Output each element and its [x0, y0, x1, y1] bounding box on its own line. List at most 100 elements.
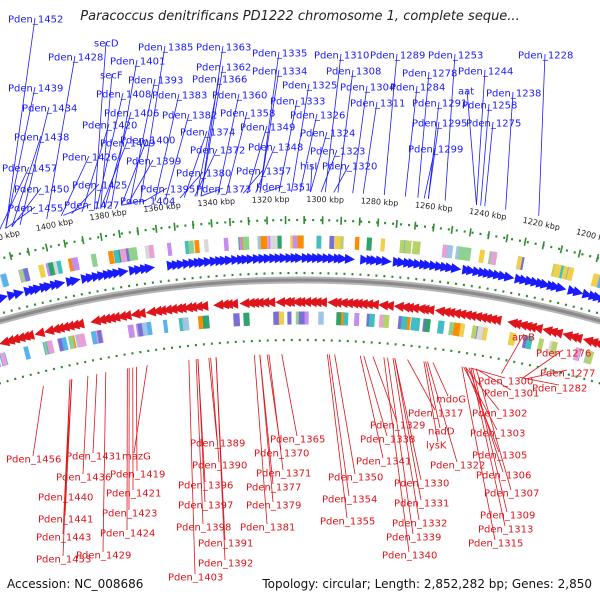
cog-block	[46, 340, 55, 355]
forward-gene-arrow	[241, 254, 252, 265]
reverse-gene-arrow	[393, 301, 405, 312]
forward-gene-label: Pden_1228	[518, 50, 573, 61]
reverse-label-leader	[387, 357, 414, 535]
forward-gene-label: Pden_1439	[8, 83, 63, 94]
kbp-tick-label: 1360 kbp	[143, 201, 181, 214]
forward-gene-label: Pden_1408	[96, 89, 151, 100]
reverse-gene-arrow	[74, 318, 85, 329]
forward-label-leader	[225, 111, 248, 195]
forward-gene-arrow	[166, 260, 178, 271]
cog-block	[287, 311, 292, 325]
forward-gene-arrow	[69, 276, 81, 287]
forward-gene-arrow	[477, 267, 489, 277]
reverse-gene-arrow	[192, 301, 203, 312]
reverse-gene-label: Pden_1277	[540, 368, 595, 379]
reverse-gene-label: Pden_1339	[386, 532, 441, 543]
forward-gene-label: Pden_1427	[64, 200, 119, 211]
forward-gene-arrow	[344, 253, 355, 264]
cog-block	[79, 333, 87, 347]
cog-block	[366, 237, 373, 251]
reverse-gene-label: Pden_1389	[190, 438, 245, 449]
ring-tick	[8, 251, 13, 261]
topology-stats-text: Topology: circular; Length: 2,852,282 bp…	[262, 577, 592, 591]
reverse-label-leader	[268, 354, 284, 471]
reverse-gene-arrow	[403, 302, 414, 313]
forward-gene-label: Pden_1401	[110, 56, 165, 67]
forward-label-leader	[337, 69, 354, 193]
forward-gene-label: Pden_1289	[370, 50, 425, 61]
cog-block	[329, 235, 335, 250]
kbp-tick-label: 1220 kbp	[522, 216, 561, 232]
forward-gene-arrow	[231, 255, 242, 266]
forward-label-leader	[278, 99, 298, 193]
forward-gene-label: Pden_1366	[192, 74, 247, 85]
reverse-gene-label: Pden_1332	[392, 518, 447, 529]
cog-block	[223, 237, 229, 251]
reverse-gene-label: Pden_1315	[468, 538, 523, 549]
forward-gene-label: Pden_1275	[466, 118, 521, 129]
reverse-gene-arrow	[521, 321, 533, 332]
forward-gene-arrow	[413, 258, 424, 269]
forward-gene-label: Pden_1400	[120, 135, 175, 146]
cog-block	[382, 314, 390, 329]
cog-block	[452, 322, 461, 337]
forward-gene-arrow	[144, 263, 156, 274]
forward-gene-label: Pden_1334	[252, 66, 307, 77]
cog-block	[244, 312, 250, 326]
ring-tick	[173, 222, 176, 231]
reverse-label-leader	[372, 356, 398, 423]
kbp-tick-label: 1200 kbp	[575, 227, 600, 245]
reverse-gene-label: Pden_1307	[484, 488, 539, 499]
forward-gene-label: Pden_1420	[82, 120, 137, 131]
reverse-gene-label: Pden_1392	[198, 558, 253, 569]
cog-block	[415, 241, 421, 255]
reverse-gene-arrow	[572, 333, 584, 344]
forward-gene-arrow	[407, 258, 419, 269]
forward-gene-arrow	[503, 271, 515, 282]
cog-block	[380, 238, 386, 252]
reverse-label-leader	[197, 358, 206, 503]
reverse-gene-arrow	[186, 301, 198, 312]
cog-block	[70, 256, 80, 271]
reverse-gene-arrow	[552, 328, 564, 339]
reverse-gene-arrow	[24, 329, 36, 340]
forward-label-leader	[466, 89, 477, 205]
reverse-label-leader	[328, 354, 350, 497]
forward-gene-arrow	[246, 254, 257, 265]
reverse-gene-label: Pden_1313	[478, 524, 533, 535]
cog-block	[203, 239, 210, 253]
forward-gene-arrow	[139, 264, 151, 275]
feature-lines	[0, 17, 568, 575]
reverse-label-leader	[392, 358, 420, 521]
reverse-gene-label: Pden_1421	[106, 488, 161, 499]
reverse-gene-arrow	[275, 297, 286, 308]
reverse-gene-arrow	[105, 312, 117, 323]
reverse-gene-label: Pden_1354	[322, 494, 377, 505]
forward-gene-label: Pden_1374	[180, 127, 235, 138]
cog-block	[270, 235, 278, 249]
reverse-gene-arrow	[562, 331, 574, 342]
cog-block	[354, 236, 360, 251]
forward-gene-label: Pden_1238	[486, 88, 541, 99]
forward-gene-arrow	[219, 255, 230, 266]
forward-gene-label: Pden_1357	[236, 166, 291, 177]
forward-gene-label: Pden_1253	[428, 50, 483, 61]
forward-gene-label: Pden_1358	[220, 108, 275, 119]
reverse-label-leader	[215, 357, 226, 561]
forward-gene-label: Pden_1372	[190, 145, 245, 156]
cog-block	[113, 249, 121, 264]
forward-gene-arrow	[434, 261, 446, 271]
forward-label-leader	[480, 103, 490, 206]
reverse-gene-label: Pden_1301	[484, 388, 539, 399]
forward-label-leader	[183, 130, 208, 198]
reverse-gene-label: Pden_1419	[110, 469, 165, 480]
ring-tick	[450, 225, 454, 234]
forward-gene-arrow	[182, 259, 193, 269]
forward-label-leader	[60, 155, 90, 217]
reverse-gene-arrow	[444, 308, 456, 318]
ring-tick	[63, 239, 67, 248]
cog-block	[119, 248, 128, 263]
reverse-label-leader	[92, 373, 98, 454]
reverse-gene-label: Pden_1431	[66, 451, 121, 462]
forward-gene-arrow	[337, 253, 349, 264]
